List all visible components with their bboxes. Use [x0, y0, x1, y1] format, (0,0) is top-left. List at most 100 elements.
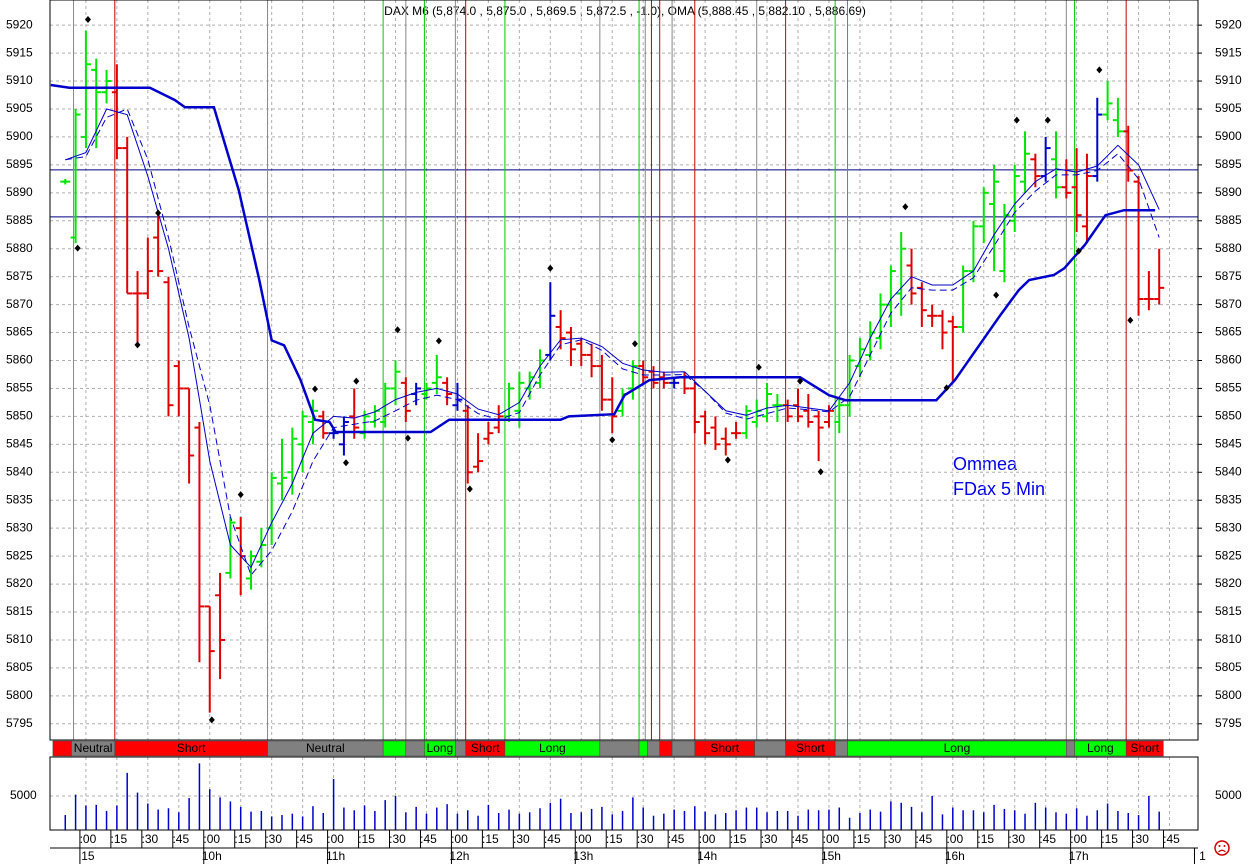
signal-segment: [647, 740, 660, 757]
x-tick-label: :00: [946, 832, 963, 846]
y-tick-label: 5855: [1215, 381, 1242, 395]
x-tick-label: :00: [575, 832, 592, 846]
x-tick-label: :15: [854, 832, 871, 846]
pivot-marker: [312, 385, 319, 393]
x-tick-label: :15: [234, 832, 251, 846]
signal-segment: [659, 740, 673, 757]
x-tick-label: :45: [915, 832, 932, 846]
y-tick-label: 5805: [6, 660, 33, 674]
signal-segment: [405, 740, 425, 757]
x-tick-label: :15: [977, 832, 994, 846]
indicator-line: [50, 83, 1156, 434]
x-tick-label: :45: [1163, 832, 1180, 846]
pivot-marker: [724, 456, 731, 464]
y-tick-label: 5880: [1215, 241, 1242, 255]
y-tick-label: 5855: [6, 381, 33, 395]
signal-label: Short: [796, 741, 825, 755]
x-tick-label: 13h: [573, 849, 593, 863]
x-tick-label: 11h: [326, 849, 345, 863]
y-tick-label: 5880: [6, 241, 33, 255]
y-tick-label: 5865: [6, 325, 33, 339]
x-tick-label: :30: [761, 832, 778, 846]
signal-segment: [599, 740, 640, 757]
pivot-marker: [435, 337, 442, 345]
x-tick-label: 14h: [697, 849, 717, 863]
y-tick-label: 5795: [1215, 716, 1242, 730]
x-tick-label: :15: [606, 832, 623, 846]
signal-segment: [52, 740, 72, 757]
y-tick-label: 5890: [1215, 185, 1242, 199]
x-tick-label: 12h: [449, 849, 469, 863]
pivot-marker: [208, 716, 215, 724]
y-tick-label: 5905: [1215, 101, 1242, 115]
signal-band: Neutral Short Neutral Long Short Long Short Sho…: [52, 740, 1164, 757]
y-tick-label: 5910: [1215, 73, 1242, 87]
x-tick-label: :15: [482, 832, 499, 846]
x-tick-label: :15: [111, 832, 128, 846]
y-tick-label: 5885: [1215, 213, 1242, 227]
pivot-marker: [394, 326, 401, 334]
pivot-marker: [609, 436, 616, 444]
y-tick-label: 5920: [1215, 17, 1242, 31]
y-tick-label: 5845: [1215, 437, 1242, 451]
pivot-marker: [84, 16, 91, 24]
annotation: FDax 5 Min: [953, 479, 1045, 499]
pivot-marker: [1044, 116, 1051, 124]
pivot-marker: [943, 384, 950, 392]
pivot-marker: [237, 491, 244, 499]
y-tick-label: 5895: [1215, 157, 1242, 171]
y-tick-label: 5810: [1215, 632, 1242, 646]
y-tick-label: 5865: [1215, 325, 1242, 339]
y-tick-label: 5815: [1215, 604, 1242, 618]
pivot-marker: [547, 264, 554, 272]
x-tick-label: :00: [451, 832, 468, 846]
status-icon: [1214, 840, 1230, 856]
signal-segment: [671, 740, 696, 757]
signal-segment: [1066, 740, 1075, 757]
y-tick-label: 5895: [6, 157, 33, 171]
chart-title: DAX M6 (5,874.0 , 5,875.0 , 5,869.5 , 5,…: [384, 4, 866, 18]
x-tick-label: 10h: [202, 849, 222, 863]
pivot-marker: [631, 340, 638, 348]
signal-segment: [754, 740, 786, 757]
y-tick-label: 5915: [1215, 45, 1242, 59]
y-tick-label: 5915: [6, 45, 33, 59]
x-tick-label: :45: [420, 832, 437, 846]
pivot-marker: [1096, 66, 1103, 74]
pivot-marker: [902, 203, 909, 211]
signal-segment: [638, 740, 648, 757]
x-tick-label: 16h: [945, 849, 965, 863]
y-tick-label: 5920: [6, 17, 33, 31]
x-tick-label: :45: [296, 832, 313, 846]
pivot-marker: [1075, 247, 1082, 255]
y-tick-label: 5835: [1215, 492, 1242, 506]
x-tick-label: :45: [1039, 832, 1056, 846]
y-tick-label: 5830: [1215, 520, 1242, 534]
signal-label: Short: [710, 741, 739, 755]
y-tick-label: 5800: [6, 688, 33, 702]
x-tick-label: :15: [358, 832, 375, 846]
pivot-marker: [342, 459, 349, 467]
y-tick-label: 5820: [6, 576, 33, 590]
x-tick-label: 17h: [1069, 849, 1089, 863]
y-tick-label: 5840: [1215, 464, 1242, 478]
signal-label: Long: [539, 741, 566, 755]
pivot-marker: [155, 209, 162, 217]
x-tick-label: :30: [265, 832, 282, 846]
x-tick-label: :30: [1008, 832, 1025, 846]
x-tick-label: :00: [80, 832, 97, 846]
indicator-line: [65, 108, 1160, 569]
signal-label: Neutral: [74, 741, 113, 755]
volume-tick-label: 5000: [10, 788, 37, 802]
x-tick-label: :45: [172, 832, 189, 846]
y-tick-label: 5815: [6, 604, 33, 618]
pivot-marker: [404, 434, 411, 442]
x-tick-label: :00: [823, 832, 840, 846]
pivot-marker: [1127, 316, 1134, 324]
y-tick-label: 5850: [1215, 409, 1242, 423]
pivot-marker: [797, 377, 804, 385]
pivot-marker: [1013, 116, 1020, 124]
y-tick-label: 5835: [6, 492, 33, 506]
